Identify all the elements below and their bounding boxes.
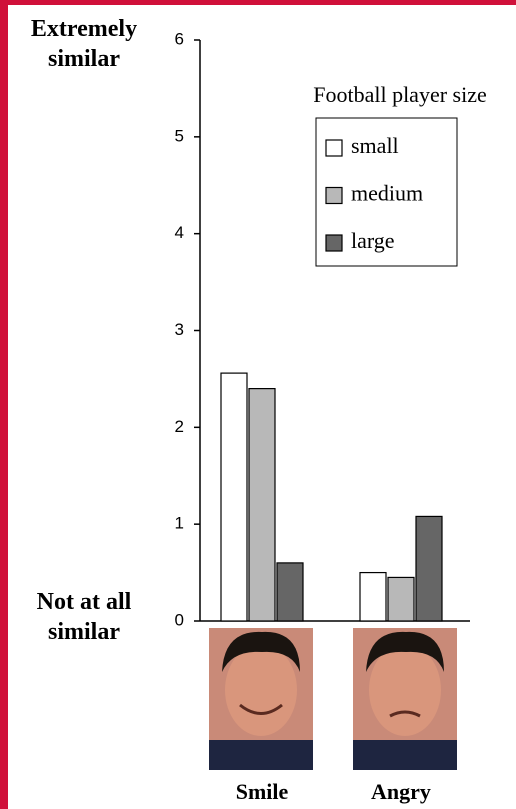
legend-label: small (351, 133, 399, 158)
photo-smile (209, 628, 313, 770)
border-top (0, 0, 516, 5)
border-left (0, 0, 8, 809)
y-tick-label: 6 (175, 29, 184, 48)
y-tick-label: 0 (175, 610, 184, 629)
legend-swatch (326, 140, 342, 156)
y-tick-label: 5 (175, 126, 184, 145)
y-tick-label: 2 (175, 417, 184, 436)
chart: Football player size 0 1 2 3 4 5 6 Smile Angry sm… (0, 0, 516, 809)
legend-swatch (326, 188, 342, 204)
photo-angry (353, 628, 457, 770)
legend-label: medium (351, 181, 423, 206)
legend-swatch (326, 235, 342, 251)
bar (416, 516, 442, 621)
bar (277, 563, 303, 621)
legend-title: Football player size (313, 82, 487, 107)
page: {"chart_data": {"type": "bar", "y_top_la… (0, 0, 516, 809)
y-tick-label: 3 (175, 320, 184, 339)
x-tick-label: Smile (236, 779, 289, 804)
bar (388, 577, 414, 621)
bar (360, 573, 386, 621)
legend-label: large (351, 228, 395, 253)
x-tick-label: Angry (371, 779, 431, 804)
bar (221, 373, 247, 621)
y-tick-label: 4 (175, 223, 184, 242)
y-tick-label: 1 (175, 514, 184, 533)
bar (249, 389, 275, 621)
